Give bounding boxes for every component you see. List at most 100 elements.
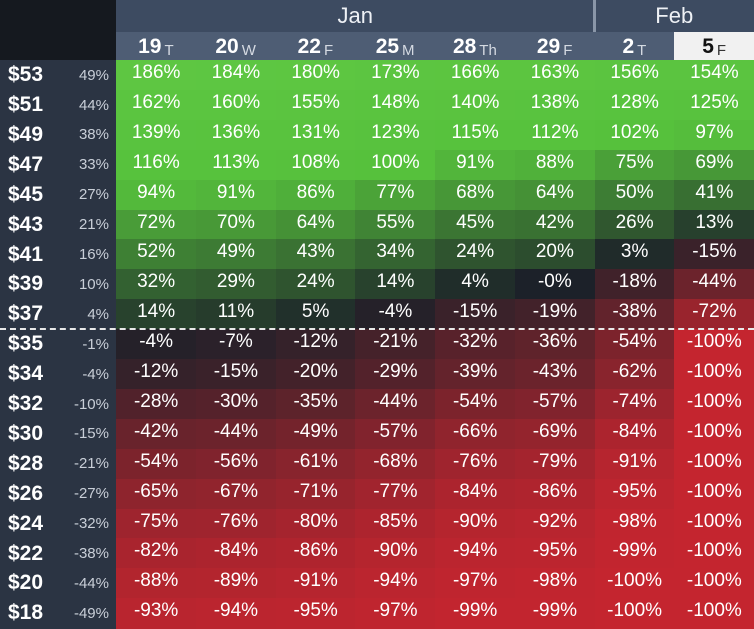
return-cell[interactable]: -100% (674, 359, 754, 390)
return-cell[interactable]: -86% (514, 478, 595, 509)
return-cell[interactable]: -67% (195, 478, 276, 509)
date-column-22[interactable]: 22 F (275, 32, 356, 60)
return-cell[interactable]: -7% (195, 329, 276, 360)
return-cell[interactable]: -90% (355, 538, 436, 569)
return-cell[interactable]: 184% (195, 60, 276, 91)
return-cell[interactable]: -99% (594, 538, 675, 569)
return-cell[interactable]: -21% (355, 329, 436, 360)
date-column-29[interactable]: 29 F (514, 32, 595, 60)
date-column-20[interactable]: 20 W (195, 32, 276, 60)
return-cell[interactable]: -97% (355, 598, 436, 629)
return-cell[interactable]: 77% (355, 179, 436, 210)
return-cell[interactable]: -30% (195, 388, 276, 420)
return-cell[interactable]: -82% (116, 538, 197, 569)
return-cell[interactable]: -15% (435, 299, 516, 330)
return-cell[interactable]: 166% (435, 60, 516, 91)
return-cell[interactable]: 64% (275, 209, 356, 240)
return-cell[interactable]: -91% (594, 448, 675, 480)
return-cell[interactable]: -93% (116, 598, 197, 629)
return-cell[interactable]: 88% (514, 149, 595, 181)
return-cell[interactable]: -92% (514, 508, 595, 539)
return-cell[interactable]: 26% (594, 209, 675, 240)
return-cell[interactable]: 162% (116, 89, 197, 121)
return-cell[interactable]: 43% (275, 239, 356, 270)
return-cell[interactable]: -54% (594, 329, 675, 360)
return-cell[interactable]: -61% (275, 448, 356, 480)
return-cell[interactable]: 75% (594, 149, 675, 181)
return-cell[interactable]: 138% (514, 89, 595, 121)
date-column-19[interactable]: 19 T (116, 32, 196, 60)
return-cell[interactable]: -54% (435, 388, 516, 420)
return-cell[interactable]: 115% (435, 119, 516, 151)
return-cell[interactable]: 72% (116, 209, 197, 240)
return-cell[interactable]: -62% (594, 359, 675, 390)
return-cell[interactable]: -94% (195, 598, 276, 629)
return-cell[interactable]: 154% (674, 60, 754, 91)
return-cell[interactable]: -35% (275, 388, 356, 420)
return-cell[interactable]: -4% (355, 299, 436, 330)
return-cell[interactable]: -57% (514, 388, 595, 420)
return-cell[interactable]: 70% (195, 209, 276, 240)
return-cell[interactable]: -90% (435, 508, 516, 539)
return-cell[interactable]: 34% (355, 239, 436, 270)
return-cell[interactable]: -100% (594, 598, 675, 629)
return-cell[interactable]: -12% (116, 359, 197, 390)
return-cell[interactable]: -32% (435, 329, 516, 360)
return-cell[interactable]: 50% (594, 179, 675, 210)
date-column-28[interactable]: 28 Th (435, 32, 515, 60)
return-cell[interactable]: 55% (355, 209, 436, 240)
return-cell[interactable]: -42% (116, 418, 197, 450)
return-cell[interactable]: -100% (674, 418, 754, 450)
return-cell[interactable]: 29% (195, 269, 276, 300)
return-cell[interactable]: -100% (674, 568, 754, 599)
return-cell[interactable]: -15% (674, 239, 754, 270)
return-cell[interactable]: -100% (674, 598, 754, 629)
return-cell[interactable]: 180% (275, 60, 356, 91)
return-cell[interactable]: -72% (674, 299, 754, 330)
return-cell[interactable]: -94% (355, 568, 436, 599)
return-cell[interactable]: 42% (514, 209, 595, 240)
return-cell[interactable]: -100% (674, 388, 754, 420)
return-cell[interactable]: 4% (435, 269, 516, 300)
return-cell[interactable]: 163% (514, 60, 595, 91)
return-cell[interactable]: 160% (195, 89, 276, 121)
return-cell[interactable]: -56% (195, 448, 276, 480)
return-cell[interactable]: 128% (594, 89, 675, 121)
return-cell[interactable]: 123% (355, 119, 436, 151)
return-cell[interactable]: -100% (594, 568, 675, 599)
return-cell[interactable]: -100% (674, 478, 754, 509)
return-cell[interactable]: -84% (195, 538, 276, 569)
return-cell[interactable]: -89% (195, 568, 276, 599)
return-cell[interactable]: -88% (116, 568, 197, 599)
return-cell[interactable]: -71% (275, 478, 356, 509)
return-cell[interactable]: 139% (116, 119, 197, 151)
return-cell[interactable]: 49% (195, 239, 276, 270)
return-cell[interactable]: 112% (514, 119, 595, 151)
return-cell[interactable]: 91% (195, 179, 276, 210)
return-cell[interactable]: -100% (674, 538, 754, 569)
return-cell[interactable]: -80% (275, 508, 356, 539)
return-cell[interactable]: -74% (594, 388, 675, 420)
return-cell[interactable]: -79% (514, 448, 595, 480)
return-cell[interactable]: -84% (435, 478, 516, 509)
return-cell[interactable]: 86% (275, 179, 356, 210)
return-cell[interactable]: 125% (674, 89, 754, 121)
return-cell[interactable]: 91% (435, 149, 516, 181)
return-cell[interactable]: -15% (195, 359, 276, 390)
return-cell[interactable]: 41% (674, 179, 754, 210)
return-cell[interactable]: 14% (355, 269, 436, 300)
return-cell[interactable]: -28% (116, 388, 197, 420)
return-cell[interactable]: -69% (514, 418, 595, 450)
return-cell[interactable]: 11% (195, 299, 276, 330)
return-cell[interactable]: -20% (275, 359, 356, 390)
return-cell[interactable]: -77% (355, 478, 436, 509)
return-cell[interactable]: -98% (594, 508, 675, 539)
return-cell[interactable]: 68% (435, 179, 516, 210)
return-cell[interactable]: -43% (514, 359, 595, 390)
return-cell[interactable]: 156% (594, 60, 675, 91)
return-cell[interactable]: 13% (674, 209, 754, 240)
return-cell[interactable]: -86% (275, 538, 356, 569)
return-cell[interactable]: -12% (275, 329, 356, 360)
return-cell[interactable]: 64% (514, 179, 595, 210)
return-cell[interactable]: -84% (594, 418, 675, 450)
